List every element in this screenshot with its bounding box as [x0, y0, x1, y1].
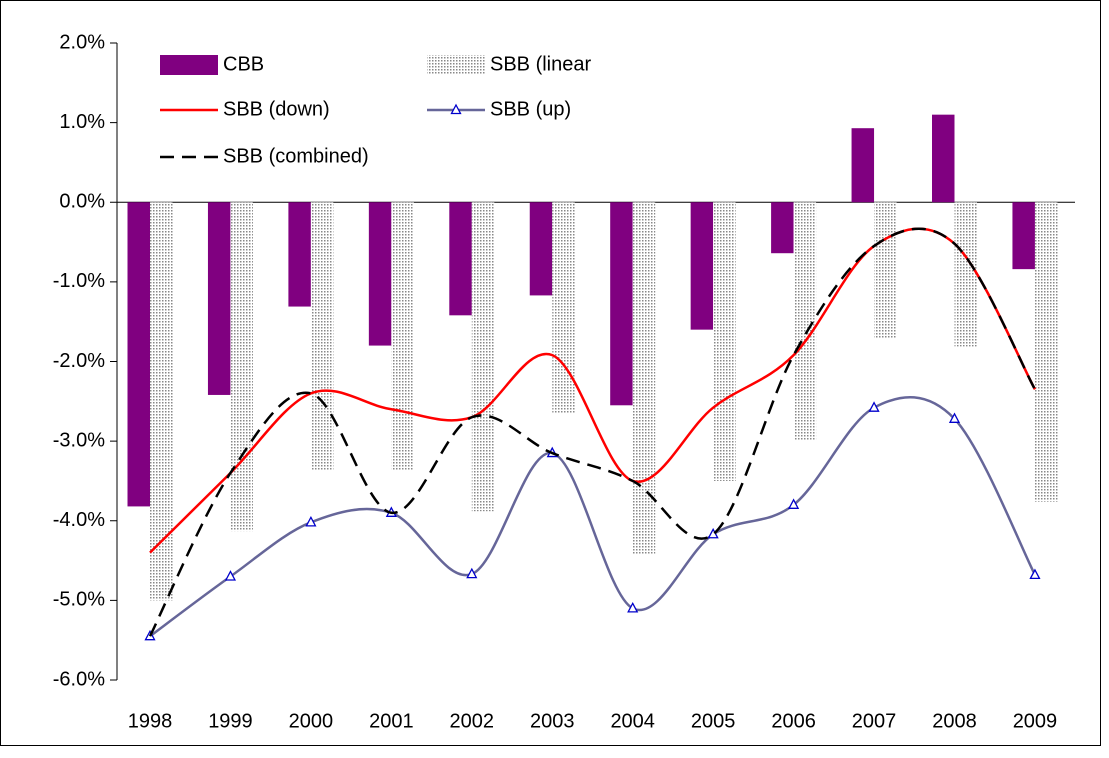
marker	[627, 601, 639, 613]
frame	[0, 0, 1101, 746]
x-tick-label: 2005	[691, 710, 736, 732]
y-tick-label: 1.0%	[59, 111, 105, 133]
bar	[1012, 202, 1035, 270]
x-tick-label: 2009	[1013, 710, 1058, 732]
x-tick-label: 2000	[289, 710, 334, 732]
bar	[471, 202, 495, 512]
marker	[1029, 568, 1041, 580]
x-tick-label: 2002	[450, 710, 495, 732]
bar	[230, 202, 253, 532]
bar	[288, 202, 311, 307]
bar	[610, 202, 633, 406]
legend-label: SBB (combined)	[223, 145, 369, 167]
y-tick-label: -6.0%	[53, 668, 105, 690]
bar	[310, 202, 334, 471]
line	[149, 396, 1037, 638]
y-tick-label: -3.0%	[53, 429, 105, 451]
y-tick-label: -2.0%	[53, 350, 105, 372]
marker	[224, 570, 237, 581]
x-tick-label: 1999	[208, 710, 253, 732]
y-tick-label: -4.0%	[53, 509, 105, 531]
x-tick-label: 2006	[771, 710, 816, 732]
bar	[150, 202, 173, 601]
bar	[690, 202, 714, 330]
bar	[1034, 202, 1058, 502]
legend-swatch	[160, 55, 218, 75]
y-tick-label: 2.0%	[59, 31, 105, 53]
bar	[771, 202, 794, 254]
bar	[391, 202, 414, 471]
line	[148, 227, 1037, 637]
bar	[713, 202, 736, 481]
y-tick-label: -5.0%	[53, 589, 105, 611]
y-tick-label: -1.0%	[53, 270, 105, 292]
bar	[368, 202, 392, 346]
bar	[793, 202, 817, 440]
legend-label: SBB (up)	[490, 98, 571, 120]
bar	[529, 202, 553, 296]
bar	[127, 202, 150, 507]
marker	[466, 567, 478, 579]
bar	[954, 202, 977, 347]
x-tick-label: 2007	[852, 710, 897, 732]
legend-label: SBB (down)	[223, 98, 330, 120]
x-tick-label: 2001	[369, 710, 414, 732]
x-tick-label: 2004	[610, 710, 655, 732]
bar	[207, 202, 231, 395]
marker	[788, 498, 800, 509]
x-tick-label: 2003	[530, 710, 575, 732]
x-tick-label: 2008	[932, 710, 977, 732]
x-tick-label: 1998	[128, 710, 173, 732]
marker	[305, 515, 317, 527]
line	[149, 227, 1037, 554]
bar	[552, 202, 575, 414]
legend-swatch	[427, 55, 485, 75]
bar	[874, 202, 897, 339]
marker	[868, 401, 880, 412]
legend-label: CBB	[223, 53, 264, 75]
marker	[948, 412, 961, 423]
bar	[851, 128, 875, 203]
y-tick-label: 0.0%	[59, 191, 105, 213]
bar	[932, 114, 955, 203]
legend-label: SBB (linear	[490, 53, 591, 75]
bar	[449, 202, 472, 316]
bar	[632, 202, 656, 555]
legend-marker	[450, 103, 462, 115]
